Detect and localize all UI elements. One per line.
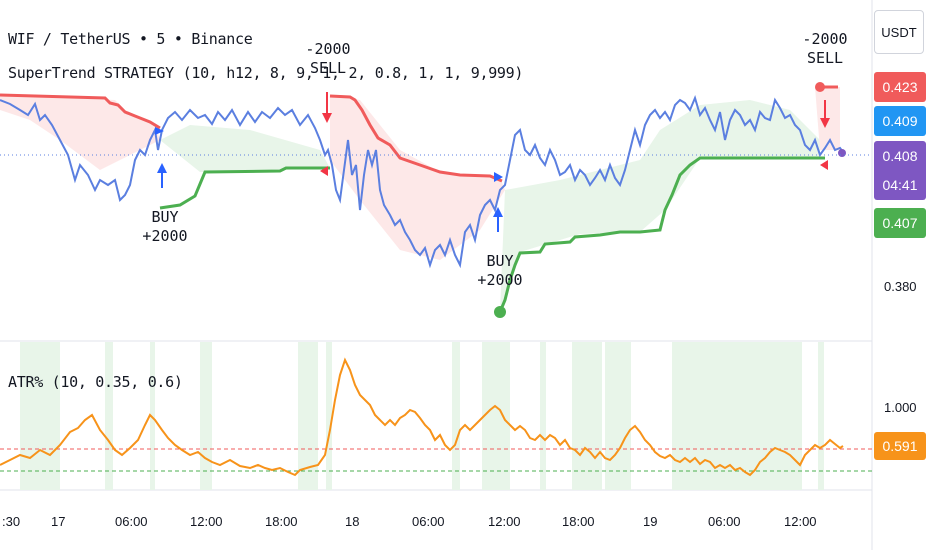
time-axis-label: 12:00 xyxy=(488,514,521,529)
time-axis-label: 17 xyxy=(51,514,66,529)
strategy-legend: SuperTrend STRATEGY (10, h12, 8, 9, 1, 2… xyxy=(8,64,524,82)
buy-signal-label: BUY +2000 xyxy=(140,208,190,246)
time-axis-label: 18:00 xyxy=(265,514,298,529)
atr-line xyxy=(0,357,844,477)
time-axis-label: 06:00 xyxy=(115,514,148,529)
last-price-tag: 0.408 xyxy=(874,141,926,171)
signal-bottom-text: SELL xyxy=(309,59,347,77)
signal-top-text: -2000 xyxy=(305,40,351,58)
atr-value-tag: 0.591 xyxy=(874,432,926,460)
sell-signal-label: -2000 SELL xyxy=(800,30,850,68)
signal-bottom-text: +2000 xyxy=(142,227,188,245)
atr-legend: ATR% (10, 0.35, 0.6) xyxy=(8,373,183,391)
bar-countdown-tag: 04:41 xyxy=(874,170,926,200)
time-axis-label: 12:00 xyxy=(784,514,817,529)
supertrend-lines xyxy=(0,85,838,313)
signal-bottom-text: +2000 xyxy=(477,271,523,289)
sell-signal-label: -2000 SELL xyxy=(303,40,353,78)
symbol-legend: WIF / TetherUS • 5 • Binance xyxy=(8,30,253,48)
atr-highlight-bands xyxy=(20,342,824,490)
supertrend-fills xyxy=(0,87,840,312)
last-price-dot xyxy=(838,149,846,157)
supertrend-long-price-tag: 0.407 xyxy=(874,208,926,238)
time-axis-label: :30 xyxy=(2,514,21,529)
currency-button[interactable]: USDT xyxy=(874,10,924,54)
time-axis-label: 18 xyxy=(345,514,360,529)
time-axis-label: 06:00 xyxy=(708,514,741,529)
time-axis-label: 19 xyxy=(643,514,658,529)
signal-top-text: -2000 xyxy=(802,30,848,48)
buy-signal-label: BUY +2000 xyxy=(475,252,525,290)
supertrend-short-price-tag: 0.423 xyxy=(874,72,926,102)
time-axis-label: 12:00 xyxy=(190,514,223,529)
price-tag-blue: 0.409 xyxy=(874,106,926,136)
signal-bottom-text: SELL xyxy=(806,49,844,67)
atr-axis-label: 1.000 xyxy=(884,400,917,415)
price-line xyxy=(0,95,844,269)
signal-markers xyxy=(155,82,830,318)
price-axis-label: 0.380 xyxy=(884,279,917,294)
time-axis-label: 06:00 xyxy=(412,514,445,529)
time-axis-label: 18:00 xyxy=(562,514,595,529)
signal-top-text: BUY xyxy=(486,252,514,270)
signal-top-text: BUY xyxy=(151,208,179,226)
